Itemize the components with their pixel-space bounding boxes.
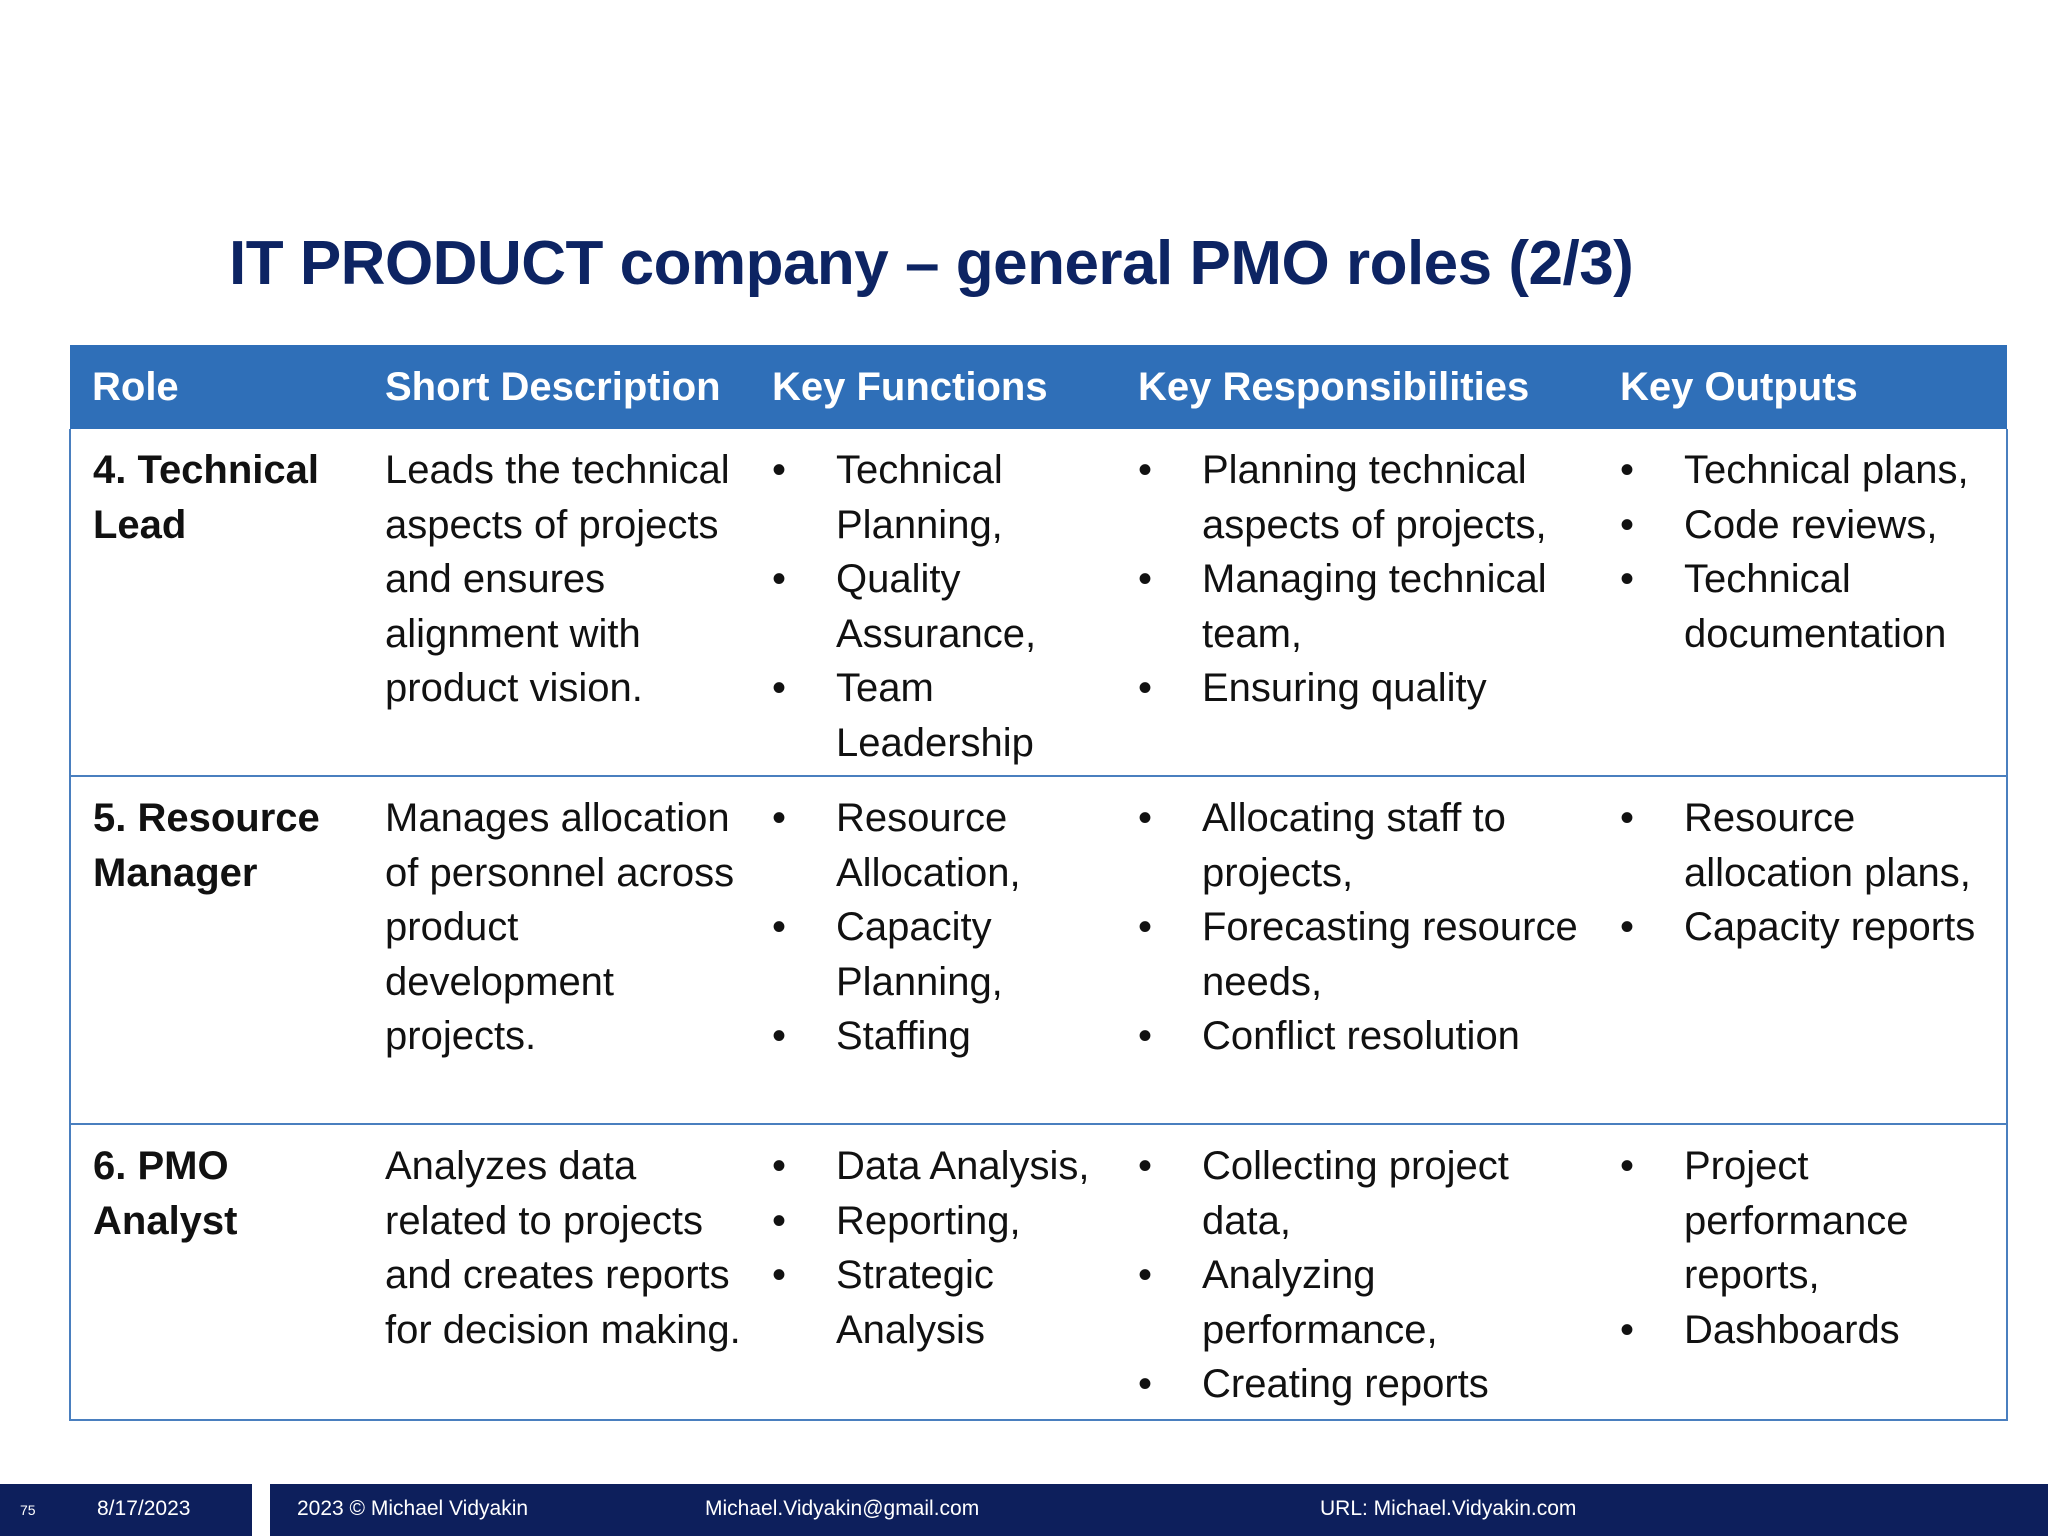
responsibilities-list: Allocating staff to projects, Forecastin… xyxy=(1138,791,1602,1064)
table-header-row: Role Short Description Key Functions Key… xyxy=(70,345,2007,429)
footer-divider xyxy=(252,1484,270,1536)
list-item: Code reviews, xyxy=(1620,498,2006,553)
description-cell: Analyzes data related to projects and cr… xyxy=(367,1124,754,1421)
responsibilities-cell: Collecting project data, Analyzing perfo… xyxy=(1120,1124,1602,1421)
list-item: Strategic Analysis xyxy=(772,1248,1120,1357)
responsibilities-cell: Planning technical aspects of projects, … xyxy=(1120,429,1602,777)
slide-title: IT PRODUCT company – general PMO roles (… xyxy=(229,229,1634,298)
list-item: Planning technical aspects of projects, xyxy=(1138,443,1602,552)
outputs-list: Technical plans, Code reviews, Technical… xyxy=(1620,443,2006,661)
list-item: Conflict resolution xyxy=(1138,1009,1602,1064)
list-item: Analyzing performance, xyxy=(1138,1248,1602,1357)
role-cell: 5. Resource Manager xyxy=(69,776,367,1125)
description-cell: Leads the technical aspects of projects … xyxy=(367,429,754,777)
list-item: Reporting, xyxy=(772,1194,1120,1249)
header-key-functions: Key Functions xyxy=(754,345,1120,429)
pmo-roles-table: Role Short Description Key Functions Key… xyxy=(69,345,2008,1421)
responsibilities-cell: Allocating staff to projects, Forecastin… xyxy=(1120,776,1602,1125)
table-row: 4. Technical Lead Leads the technical as… xyxy=(69,429,2008,777)
slide-number: 75 xyxy=(20,1502,36,1518)
responsibilities-list: Collecting project data, Analyzing perfo… xyxy=(1138,1139,1602,1412)
header-short-description: Short Description xyxy=(367,345,754,429)
role-cell: 6. PMO Analyst xyxy=(69,1124,367,1421)
list-item: Staffing xyxy=(772,1009,1120,1064)
list-item: Technical plans, xyxy=(1620,443,2006,498)
functions-list: Technical Planning, Quality Assurance, T… xyxy=(772,443,1120,770)
responsibilities-list: Planning technical aspects of projects, … xyxy=(1138,443,1602,716)
list-item: Forecasting resource needs, xyxy=(1138,900,1602,1009)
list-item: Managing technical team, xyxy=(1138,552,1602,661)
outputs-list: Project performance reports, Dashboards xyxy=(1620,1139,2006,1357)
role-cell: 4. Technical Lead xyxy=(69,429,367,777)
functions-cell: Resource Allocation, Capacity Planning, … xyxy=(754,776,1120,1125)
outputs-cell: Project performance reports, Dashboards xyxy=(1602,1124,2008,1421)
outputs-cell: Technical plans, Code reviews, Technical… xyxy=(1602,429,2008,777)
footer-copyright: 2023 © Michael Vidyakin xyxy=(297,1497,529,1520)
functions-cell: Technical Planning, Quality Assurance, T… xyxy=(754,429,1120,777)
list-item: Capacity reports xyxy=(1620,900,2006,955)
list-item: Team Leadership xyxy=(772,661,1120,770)
footer-url: URL: Michael.Vidyakin.com xyxy=(1320,1497,1577,1520)
list-item: Technical documentation xyxy=(1620,552,2006,661)
footer-date: 8/17/2023 xyxy=(97,1497,191,1520)
functions-list: Data Analysis, Reporting, Strategic Anal… xyxy=(772,1139,1120,1357)
list-item: Capacity Planning, xyxy=(772,900,1120,1009)
header-key-outputs: Key Outputs xyxy=(1602,345,2007,429)
list-item: Data Analysis, xyxy=(772,1139,1120,1194)
table-row: 5. Resource Manager Manages allocation o… xyxy=(69,776,2008,1125)
table-row: 6. PMO Analyst Analyzes data related to … xyxy=(69,1124,2008,1421)
description-cell: Manages allocation of personnel across p… xyxy=(367,776,754,1125)
list-item: Resource Allocation, xyxy=(772,791,1120,900)
list-item: Quality Assurance, xyxy=(772,552,1120,661)
header-key-responsibilities: Key Responsibilities xyxy=(1120,345,1602,429)
header-role: Role xyxy=(70,345,367,429)
outputs-cell: Resource allocation plans, Capacity repo… xyxy=(1602,776,2008,1125)
list-item: Ensuring quality xyxy=(1138,661,1602,716)
outputs-list: Resource allocation plans, Capacity repo… xyxy=(1620,791,2006,955)
list-item: Allocating staff to projects, xyxy=(1138,791,1602,900)
functions-list: Resource Allocation, Capacity Planning, … xyxy=(772,791,1120,1064)
slide-footer: 75 8/17/2023 2023 © Michael Vidyakin Mic… xyxy=(0,1484,2048,1536)
list-item: Resource allocation plans, xyxy=(1620,791,2006,900)
footer-email: Michael.Vidyakin@gmail.com xyxy=(705,1497,980,1520)
list-item: Technical Planning, xyxy=(772,443,1120,552)
list-item: Creating reports xyxy=(1138,1357,1602,1412)
functions-cell: Data Analysis, Reporting, Strategic Anal… xyxy=(754,1124,1120,1421)
list-item: Project performance reports, xyxy=(1620,1139,2006,1303)
list-item: Collecting project data, xyxy=(1138,1139,1602,1248)
list-item: Dashboards xyxy=(1620,1303,2006,1358)
